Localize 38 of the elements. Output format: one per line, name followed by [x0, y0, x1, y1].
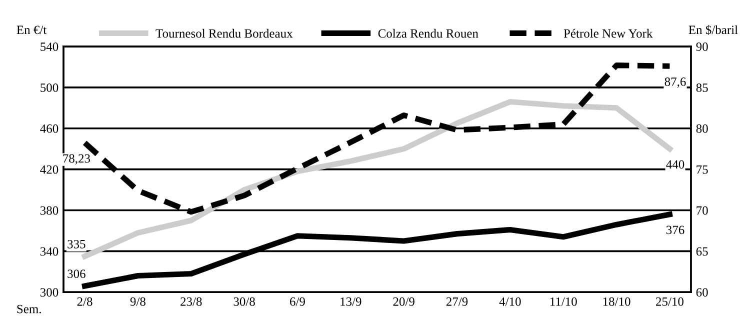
- y-tick-label: 540: [40, 42, 58, 51]
- x-tick-label: 11/10: [550, 297, 577, 306]
- y2-tick-label: 90: [696, 42, 708, 51]
- y2-tick-label: 60: [696, 288, 708, 297]
- y2-tick-label: 70: [696, 206, 708, 215]
- x-tick-label: 23/8: [180, 297, 202, 306]
- data-label: 335: [68, 240, 86, 248]
- y2-tick-label: 65: [696, 247, 708, 256]
- x-tick-label: 13/9: [340, 297, 362, 306]
- y2-axis-title: En $/baril: [688, 24, 738, 35]
- y-tick-label: 340: [40, 247, 58, 256]
- data-label: 87,6: [664, 77, 686, 88]
- x-tick-label: 6/9: [290, 297, 305, 306]
- x-tick-label: 30/8: [234, 297, 255, 306]
- data-label: 376: [666, 226, 684, 234]
- x-tick-label: 18/10: [603, 297, 630, 306]
- y-tick-label: 420: [40, 165, 58, 174]
- y2-tick-label: 80: [696, 124, 708, 133]
- data-label: 306: [68, 270, 86, 278]
- x-tick-label: 2/8: [77, 297, 92, 306]
- y-axis-title: En €/t: [16, 26, 47, 34]
- legend-label: Colza Rendu Rouen: [378, 28, 478, 38]
- x-tick-label: 27/9: [446, 297, 468, 306]
- y-tick-label: 500: [40, 83, 58, 92]
- x-tick-label: 25/10: [656, 297, 684, 306]
- x-tick-label: 9/8: [130, 297, 146, 306]
- data-label: 78,23: [63, 154, 90, 164]
- y2-tick-label: 75: [696, 165, 708, 174]
- legend-label: Tournesol Rendu Bordeaux: [156, 28, 293, 38]
- data-label: 440: [666, 160, 684, 169]
- x-axis-title: Sem.: [17, 304, 41, 314]
- x-tick-label: 4/10: [499, 297, 521, 306]
- x-tick-label: 20/9: [393, 297, 414, 306]
- y2-tick-label: 85: [696, 83, 708, 92]
- y-tick-label: 460: [40, 124, 58, 133]
- y-tick-label: 380: [40, 206, 58, 215]
- y-tick-label: 300: [40, 288, 58, 297]
- legend-label: Pétrole New York: [564, 28, 653, 38]
